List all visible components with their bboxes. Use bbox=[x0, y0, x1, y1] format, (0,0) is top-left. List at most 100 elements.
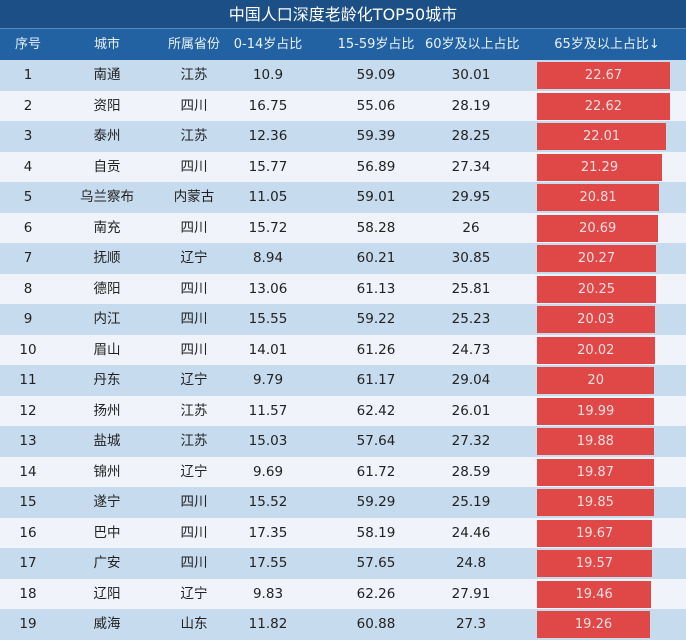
cell-city: 锦州 bbox=[93, 463, 121, 480]
cell-rank: 1 bbox=[23, 67, 33, 83]
table-header: 序号 城市 所属省份 0-14岁占比 15-59岁占比 60岁及以上占比 65岁及以上占比↓ bbox=[0, 29, 686, 60]
cell-age-0-14: 11.05 bbox=[248, 189, 288, 205]
table-row: 14 锦州 辽宁 9.69 61.72 28.59 19.87 bbox=[0, 456, 686, 487]
cell-age-0-14: 11.57 bbox=[248, 402, 288, 419]
cell-age-60-plus: 25.81 bbox=[451, 280, 491, 297]
cell-age-60-plus: 27.3 bbox=[455, 616, 487, 632]
cell-age-60-plus: 28.19 bbox=[451, 97, 491, 114]
cell-age-15-59: 61.72 bbox=[356, 463, 396, 480]
cell-age-0-14: 10.9 bbox=[252, 67, 284, 83]
cell-city: 眉山 bbox=[93, 341, 121, 358]
cell-province: 江苏 bbox=[180, 402, 208, 419]
cell-age-15-59: 61.26 bbox=[356, 341, 396, 358]
cell-rank: 3 bbox=[23, 128, 33, 144]
cell-age-60-plus: 30.85 bbox=[451, 250, 491, 266]
cell-age-15-59: 61.13 bbox=[356, 280, 396, 297]
cell-age-15-59: 58.19 bbox=[356, 524, 396, 541]
cell-rank: 6 bbox=[23, 219, 33, 236]
table-row: 18 辽阳 辽宁 9.83 62.26 27.91 19.46 bbox=[0, 578, 686, 609]
cell-age-65-plus: 19.57 bbox=[537, 550, 652, 577]
cell-city: 内江 bbox=[93, 311, 121, 327]
cell-age-60-plus: 24.8 bbox=[455, 555, 487, 571]
cell-age-0-14: 17.35 bbox=[248, 524, 288, 541]
cell-rank: 16 bbox=[19, 524, 37, 541]
cell-age-65-plus: 20.03 bbox=[537, 306, 655, 333]
table-row: 12 扬州 江苏 11.57 62.42 26.01 19.99 bbox=[0, 395, 686, 426]
header-age-60-plus: 60岁及以上占比 bbox=[425, 37, 520, 52]
cell-province: 四川 bbox=[180, 219, 208, 236]
cell-age-60-plus: 29.04 bbox=[451, 372, 491, 388]
cell-age-15-59: 59.39 bbox=[356, 128, 396, 144]
cell-age-0-14: 8.94 bbox=[252, 250, 284, 266]
cell-province: 内蒙古 bbox=[173, 189, 215, 205]
cell-age-60-plus: 24.46 bbox=[451, 524, 491, 541]
cell-age-65-plus: 20.02 bbox=[537, 336, 655, 364]
cell-rank: 7 bbox=[23, 250, 33, 266]
cell-province: 四川 bbox=[180, 524, 208, 541]
cell-city: 辽阳 bbox=[93, 585, 121, 602]
cell-age-15-59: 55.06 bbox=[356, 97, 396, 114]
cell-province: 江苏 bbox=[180, 67, 208, 83]
cell-province: 辽宁 bbox=[180, 372, 208, 388]
cell-age-0-14: 17.55 bbox=[248, 555, 288, 571]
cell-age-15-59: 58.28 bbox=[356, 219, 396, 236]
cell-age-15-59: 59.09 bbox=[356, 67, 396, 83]
cell-city: 乌兰察布 bbox=[80, 189, 134, 205]
cell-age-65-plus: 22.62 bbox=[537, 92, 670, 120]
cell-province: 四川 bbox=[180, 280, 208, 297]
cell-age-15-59: 62.42 bbox=[356, 402, 396, 419]
cell-age-0-14: 11.82 bbox=[248, 616, 288, 632]
cell-age-60-plus: 24.73 bbox=[451, 341, 491, 358]
cell-city: 泰州 bbox=[93, 128, 121, 144]
cell-city: 南通 bbox=[93, 67, 121, 83]
cell-age-65-plus: 19.85 bbox=[537, 489, 654, 516]
cell-age-0-14: 9.69 bbox=[252, 463, 284, 480]
cell-age-60-plus: 28.25 bbox=[451, 128, 491, 144]
table-row: 4 自贡 四川 15.77 56.89 27.34 21.29 bbox=[0, 151, 686, 182]
cell-rank: 15 bbox=[19, 494, 37, 510]
cell-city: 威海 bbox=[93, 616, 121, 632]
cell-city: 德阳 bbox=[93, 280, 121, 297]
cell-province: 辽宁 bbox=[180, 463, 208, 480]
cell-age-60-plus: 27.34 bbox=[451, 158, 491, 175]
cell-rank: 5 bbox=[23, 189, 33, 205]
cell-rank: 18 bbox=[19, 585, 37, 602]
cell-age-15-59: 57.65 bbox=[356, 555, 396, 571]
cell-city: 丹东 bbox=[93, 372, 121, 388]
header-age-0-14: 0-14岁占比 bbox=[233, 37, 303, 52]
header-province: 所属省份 bbox=[167, 37, 220, 52]
cell-age-65-plus: 20.81 bbox=[537, 184, 660, 211]
cell-province: 山东 bbox=[180, 616, 208, 632]
cell-province: 四川 bbox=[180, 341, 208, 358]
cell-age-60-plus: 26.01 bbox=[451, 402, 491, 419]
cell-age-60-plus: 25.23 bbox=[451, 311, 491, 327]
cell-age-65-plus: 19.87 bbox=[537, 458, 654, 486]
cell-age-65-plus: 20.25 bbox=[537, 275, 656, 303]
cell-rank: 14 bbox=[19, 463, 37, 480]
cell-age-60-plus: 27.32 bbox=[451, 433, 491, 449]
cell-city: 盐城 bbox=[93, 433, 121, 449]
header-age-65-plus[interactable]: 65岁及以上占比↓ bbox=[554, 37, 660, 52]
cell-city: 自贡 bbox=[93, 158, 121, 175]
cell-rank: 17 bbox=[19, 555, 37, 571]
header-age-15-59: 15-59岁占比 bbox=[337, 37, 415, 52]
table-row: 5 乌兰察布 内蒙古 11.05 59.01 29.95 20.81 bbox=[0, 182, 686, 213]
cell-city: 资阳 bbox=[93, 97, 121, 114]
table-row: 6 南充 四川 15.72 58.28 26 20.69 bbox=[0, 212, 686, 243]
cell-age-0-14: 16.75 bbox=[248, 97, 288, 114]
cell-city: 广安 bbox=[93, 555, 121, 571]
cell-age-0-14: 15.03 bbox=[248, 433, 288, 449]
cell-age-15-59: 59.22 bbox=[356, 311, 396, 327]
cell-city: 遂宁 bbox=[93, 494, 121, 510]
cell-age-65-plus: 20 bbox=[537, 367, 655, 394]
cell-age-60-plus: 25.19 bbox=[451, 494, 491, 510]
table-row: 7 抚顺 辽宁 8.94 60.21 30.85 20.27 bbox=[0, 243, 686, 274]
cell-age-0-14: 13.06 bbox=[248, 280, 288, 297]
cell-rank: 8 bbox=[23, 280, 33, 297]
cell-rank: 13 bbox=[19, 433, 37, 449]
cell-age-60-plus: 27.91 bbox=[451, 585, 491, 602]
cell-province: 四川 bbox=[180, 158, 208, 175]
table-row: 16 巴中 四川 17.35 58.19 24.46 19.67 bbox=[0, 517, 686, 548]
table-row: 10 眉山 四川 14.01 61.26 24.73 20.02 bbox=[0, 334, 686, 365]
cell-age-0-14: 15.55 bbox=[248, 311, 288, 327]
